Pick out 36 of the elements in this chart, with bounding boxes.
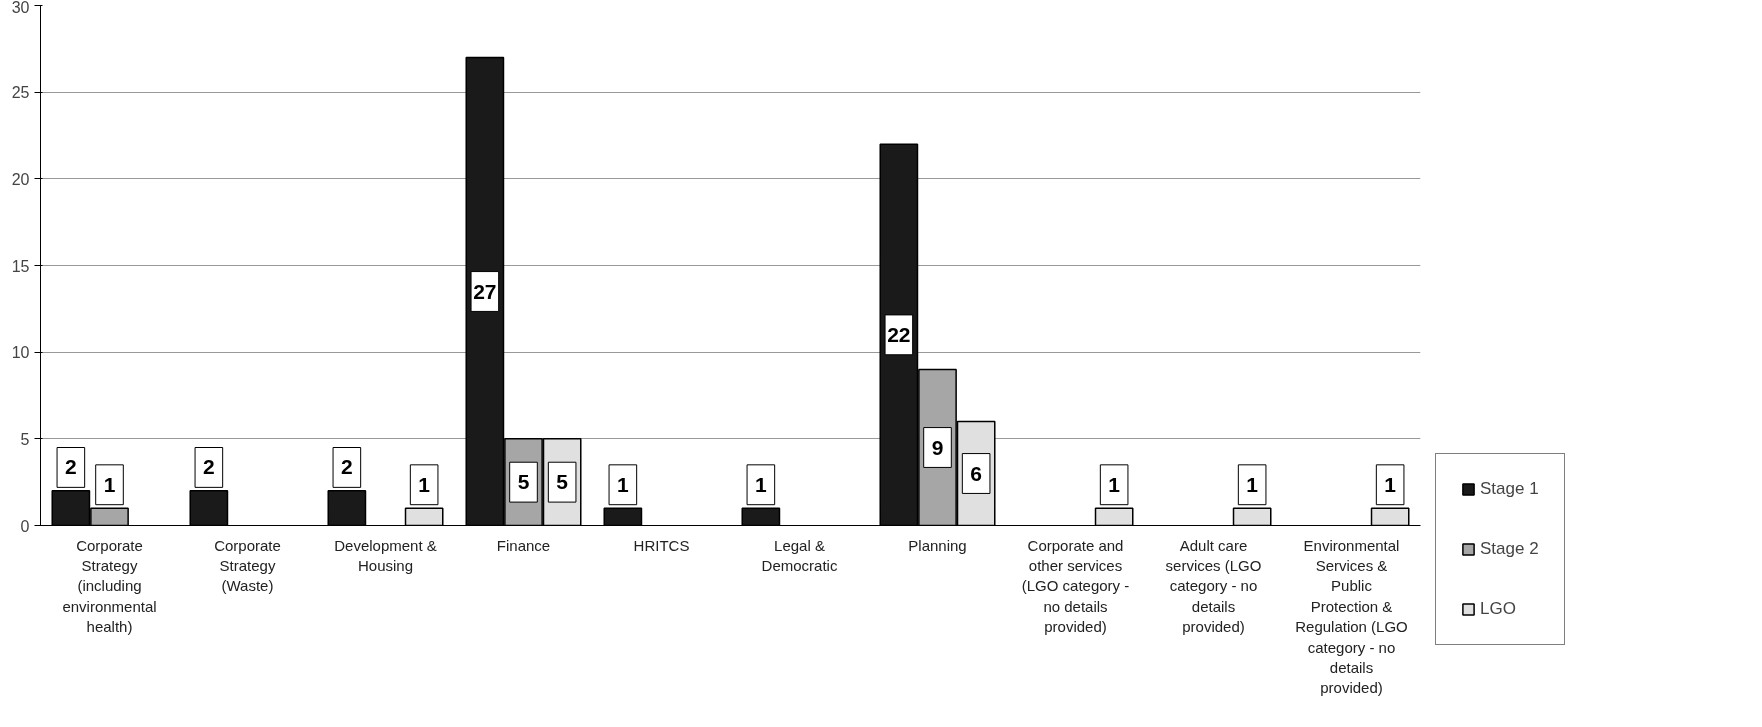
- data-label: 1: [617, 472, 630, 496]
- data-label: 22: [887, 322, 911, 346]
- data-label: 1: [103, 472, 116, 496]
- x-tick-label: Development & Housing: [334, 536, 437, 574]
- data-label: 9: [931, 435, 944, 459]
- y-tick-label: 30: [11, 0, 30, 16]
- x-tick-label: HRITCS: [633, 536, 690, 554]
- legend-label: Stage 1: [1480, 479, 1539, 499]
- data-label: 6: [970, 461, 982, 485]
- data-label: 2: [203, 455, 215, 479]
- data-label: 2: [341, 455, 353, 479]
- y-tick-label: 10: [11, 344, 30, 362]
- legend-label: Stage 2: [1480, 539, 1539, 559]
- data-label: 1: [1246, 472, 1259, 496]
- x-tick-label: Corporate Strategy (Waste): [214, 536, 281, 595]
- data-label: 1: [755, 472, 768, 496]
- y-tick-label: 0: [20, 517, 30, 535]
- x-tick-label: Legal & Democratic: [761, 536, 838, 574]
- y-tick-label: 5: [20, 430, 30, 448]
- data-label: 1: [1384, 472, 1397, 496]
- x-tick-label: Corporate and other services (LGO category - no details provided): [1021, 536, 1130, 636]
- y-tick-label: 25: [11, 84, 30, 102]
- data-label: 1: [418, 472, 431, 496]
- x-tick-label: Corporate Strategy (including environmental health): [62, 536, 157, 636]
- y-tick-label: 15: [11, 257, 30, 275]
- x-tick-label: Finance: [496, 536, 551, 554]
- data-label: 5: [517, 470, 530, 494]
- data-label: 27: [473, 279, 497, 303]
- x-tick-label: Environmental Services & Public Protection & Regulation (LGO category - no details provided): [1295, 536, 1408, 697]
- x-tick-label: Adult care services (LGO category - no details provided): [1165, 536, 1262, 636]
- y-tick-label: 20: [11, 170, 30, 188]
- data-label: 5: [556, 470, 569, 494]
- data-label: 1: [1108, 472, 1121, 496]
- data-label: 2: [65, 455, 77, 479]
- x-tick-label: Planning: [908, 536, 967, 554]
- legend-label: LGO: [1480, 599, 1516, 619]
